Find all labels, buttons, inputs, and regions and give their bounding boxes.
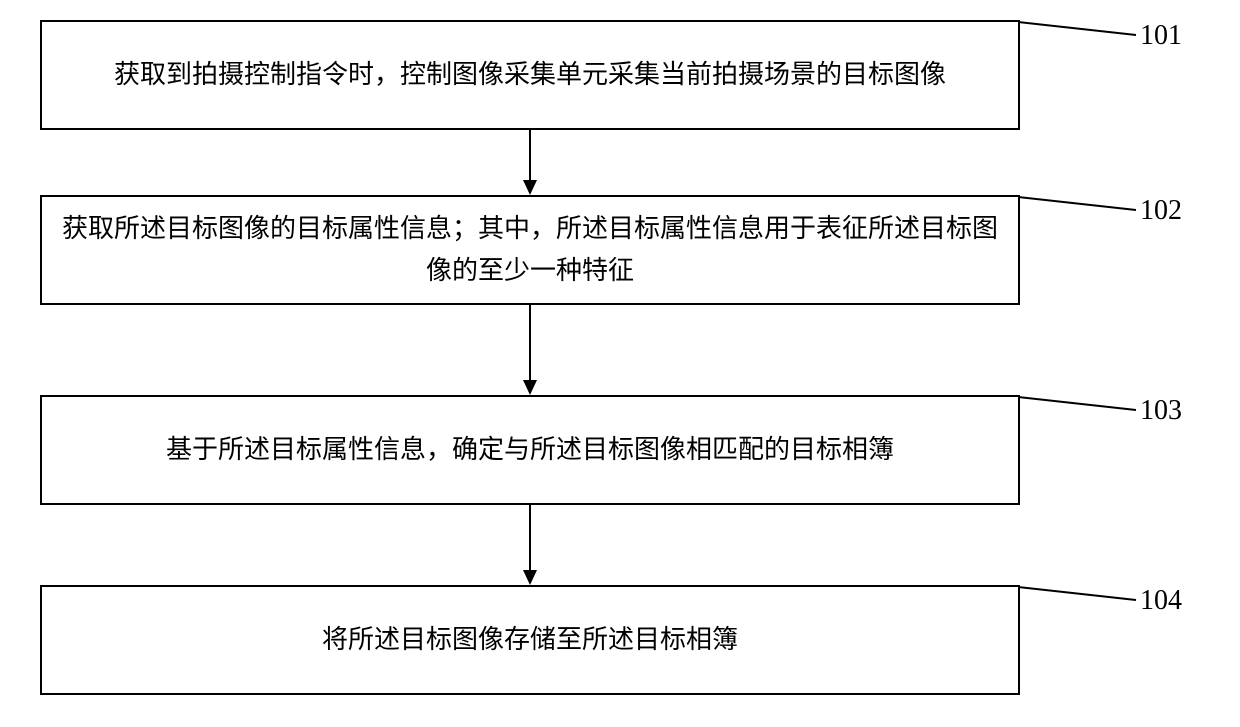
step-box-101: 获取到拍摄控制指令时，控制图像采集单元采集当前拍摄场景的目标图像 [40, 20, 1020, 130]
step-label-101: 101 [1140, 20, 1182, 52]
step-text: 基于所述目标属性信息，确定与所述目标图像相匹配的目标相簿 [166, 429, 894, 471]
label-connector-103 [1018, 395, 1143, 415]
label-connector-104 [1018, 585, 1143, 605]
step-box-103: 基于所述目标属性信息，确定与所述目标图像相匹配的目标相簿 [40, 395, 1020, 505]
step-label-text: 102 [1140, 195, 1182, 226]
step-label-103: 103 [1140, 395, 1182, 427]
step-label-text: 104 [1140, 585, 1182, 616]
step-label-102: 102 [1140, 195, 1182, 227]
label-connector-102 [1018, 195, 1143, 215]
step-label-text: 103 [1140, 395, 1182, 426]
flowchart-container: 获取到拍摄控制指令时，控制图像采集单元采集当前拍摄场景的目标图像 获取所述目标图… [0, 0, 1240, 727]
step-label-104: 104 [1140, 585, 1182, 617]
arrow-2-to-3 [520, 305, 540, 397]
step-text: 获取所述目标图像的目标属性信息；其中，所述目标属性信息用于表征所述目标图像的至少… [62, 208, 998, 291]
step-text: 获取到拍摄控制指令时，控制图像采集单元采集当前拍摄场景的目标图像 [114, 54, 946, 96]
arrow-1-to-2 [520, 130, 540, 197]
step-text: 将所述目标图像存储至所述目标相簿 [322, 619, 738, 661]
step-label-text: 101 [1140, 20, 1182, 51]
label-connector-101 [1018, 20, 1143, 40]
step-box-102: 获取所述目标图像的目标属性信息；其中，所述目标属性信息用于表征所述目标图像的至少… [40, 195, 1020, 305]
step-box-104: 将所述目标图像存储至所述目标相簿 [40, 585, 1020, 695]
arrow-3-to-4 [520, 505, 540, 587]
